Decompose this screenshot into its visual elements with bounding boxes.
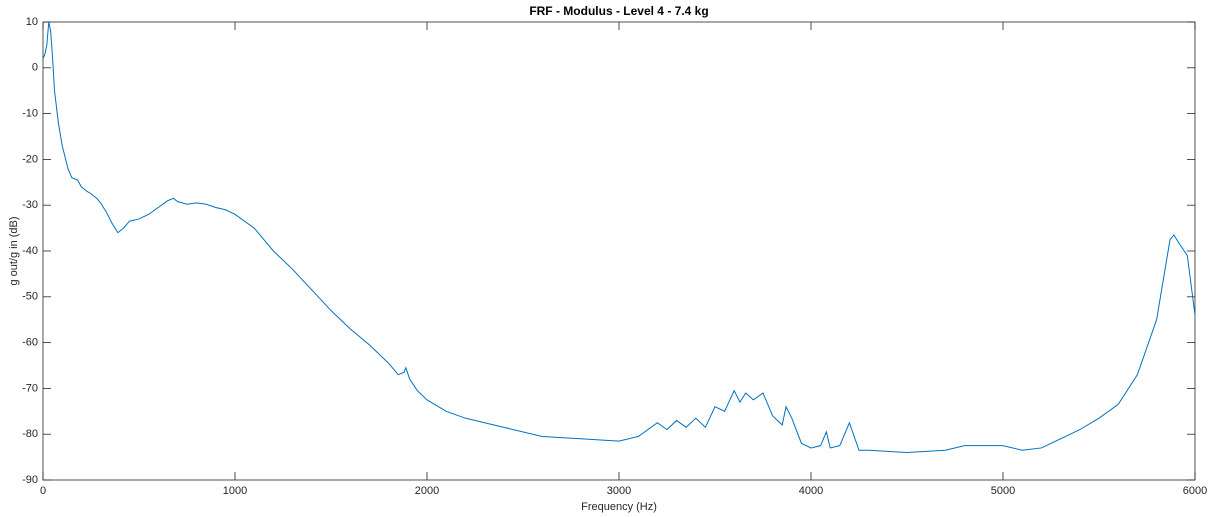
y-tick-label: 0 [32,62,38,74]
chart-title: FRF - Modulus - Level 4 - 7.4 kg [529,4,708,18]
y-tick-label: -40 [22,245,38,257]
y-axis-label: g out/g in (dB) [8,216,20,285]
x-tick-label: 2000 [415,485,439,497]
y-tick-label: -50 [22,291,38,303]
y-tick-label: -70 [22,382,38,394]
x-tick-label: 0 [40,485,46,497]
x-tick-label: 4000 [799,485,823,497]
y-tick-label: -90 [22,474,38,486]
data-line [42,21,1196,454]
y-tick-label: 10 [26,16,38,28]
y-tick-label: -60 [22,337,38,349]
y-tick-label: -30 [22,199,38,211]
x-tick-label: 3000 [607,485,631,497]
x-tick-label: 6000 [1183,485,1207,497]
x-axis-label: Frequency (Hz) [581,501,657,513]
plot-frame [42,21,1196,481]
x-tick-label: 1000 [223,485,247,497]
y-tick-label: -20 [22,153,38,165]
y-tick-label: -80 [22,428,38,440]
y-tick-label: -10 [22,108,38,120]
x-tick-label: 5000 [991,485,1015,497]
